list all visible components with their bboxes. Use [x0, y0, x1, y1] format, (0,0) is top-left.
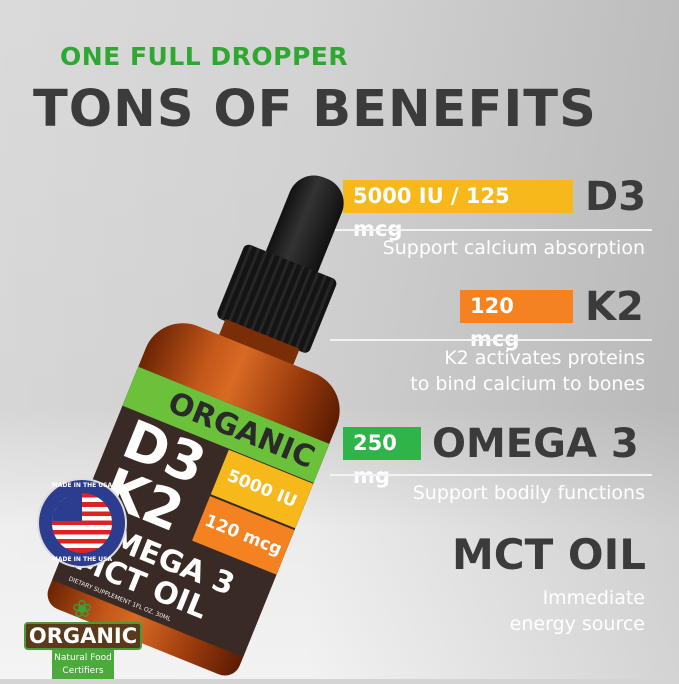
omega-dose-badge: 250 mg [343, 427, 421, 488]
us-flag-icon [52, 493, 112, 553]
organic-certifier-logo: ❀ ORGANIC Natural Food Certifiers [24, 595, 142, 679]
k2-desc-line1: K2 activates proteins [444, 347, 645, 369]
made-in-usa-seal: MADE IN THE USA MADE IN THE USA [37, 478, 127, 568]
seal-text-bottom: MADE IN THE USA [51, 556, 113, 563]
seal-text-top: MADE IN THE USA [51, 482, 113, 489]
k2-label: K2 [585, 284, 644, 330]
subtitle: ONE FULL DROPPER [60, 42, 349, 71]
omega-desc: Support bodily functions [412, 482, 645, 504]
leaf-icon: ❀ [72, 595, 93, 623]
d3-dose-badge: 5000 IU / 125 mcg [343, 180, 573, 241]
organic-logo-text: ORGANIC [24, 622, 142, 650]
d3-desc: Support calcium absorption [382, 237, 645, 259]
page-title: TONS OF BENEFITS [33, 80, 597, 139]
k2-dose-badge: 120 mcg [460, 290, 573, 351]
organic-sub2: Certifiers [62, 666, 104, 676]
mct-desc-line2: energy source [509, 613, 645, 635]
divider [330, 229, 652, 231]
omega-label: OMEGA 3 [432, 421, 639, 467]
organic-sub1: Natural Food [54, 653, 112, 663]
mct-desc-line1: Immediate [542, 587, 645, 609]
d3-label: D3 [585, 174, 647, 220]
divider [330, 339, 652, 341]
divider [330, 474, 652, 476]
k2-desc-line2: to bind calcium to bones [410, 373, 645, 395]
mct-label: MCT OIL [452, 530, 646, 579]
